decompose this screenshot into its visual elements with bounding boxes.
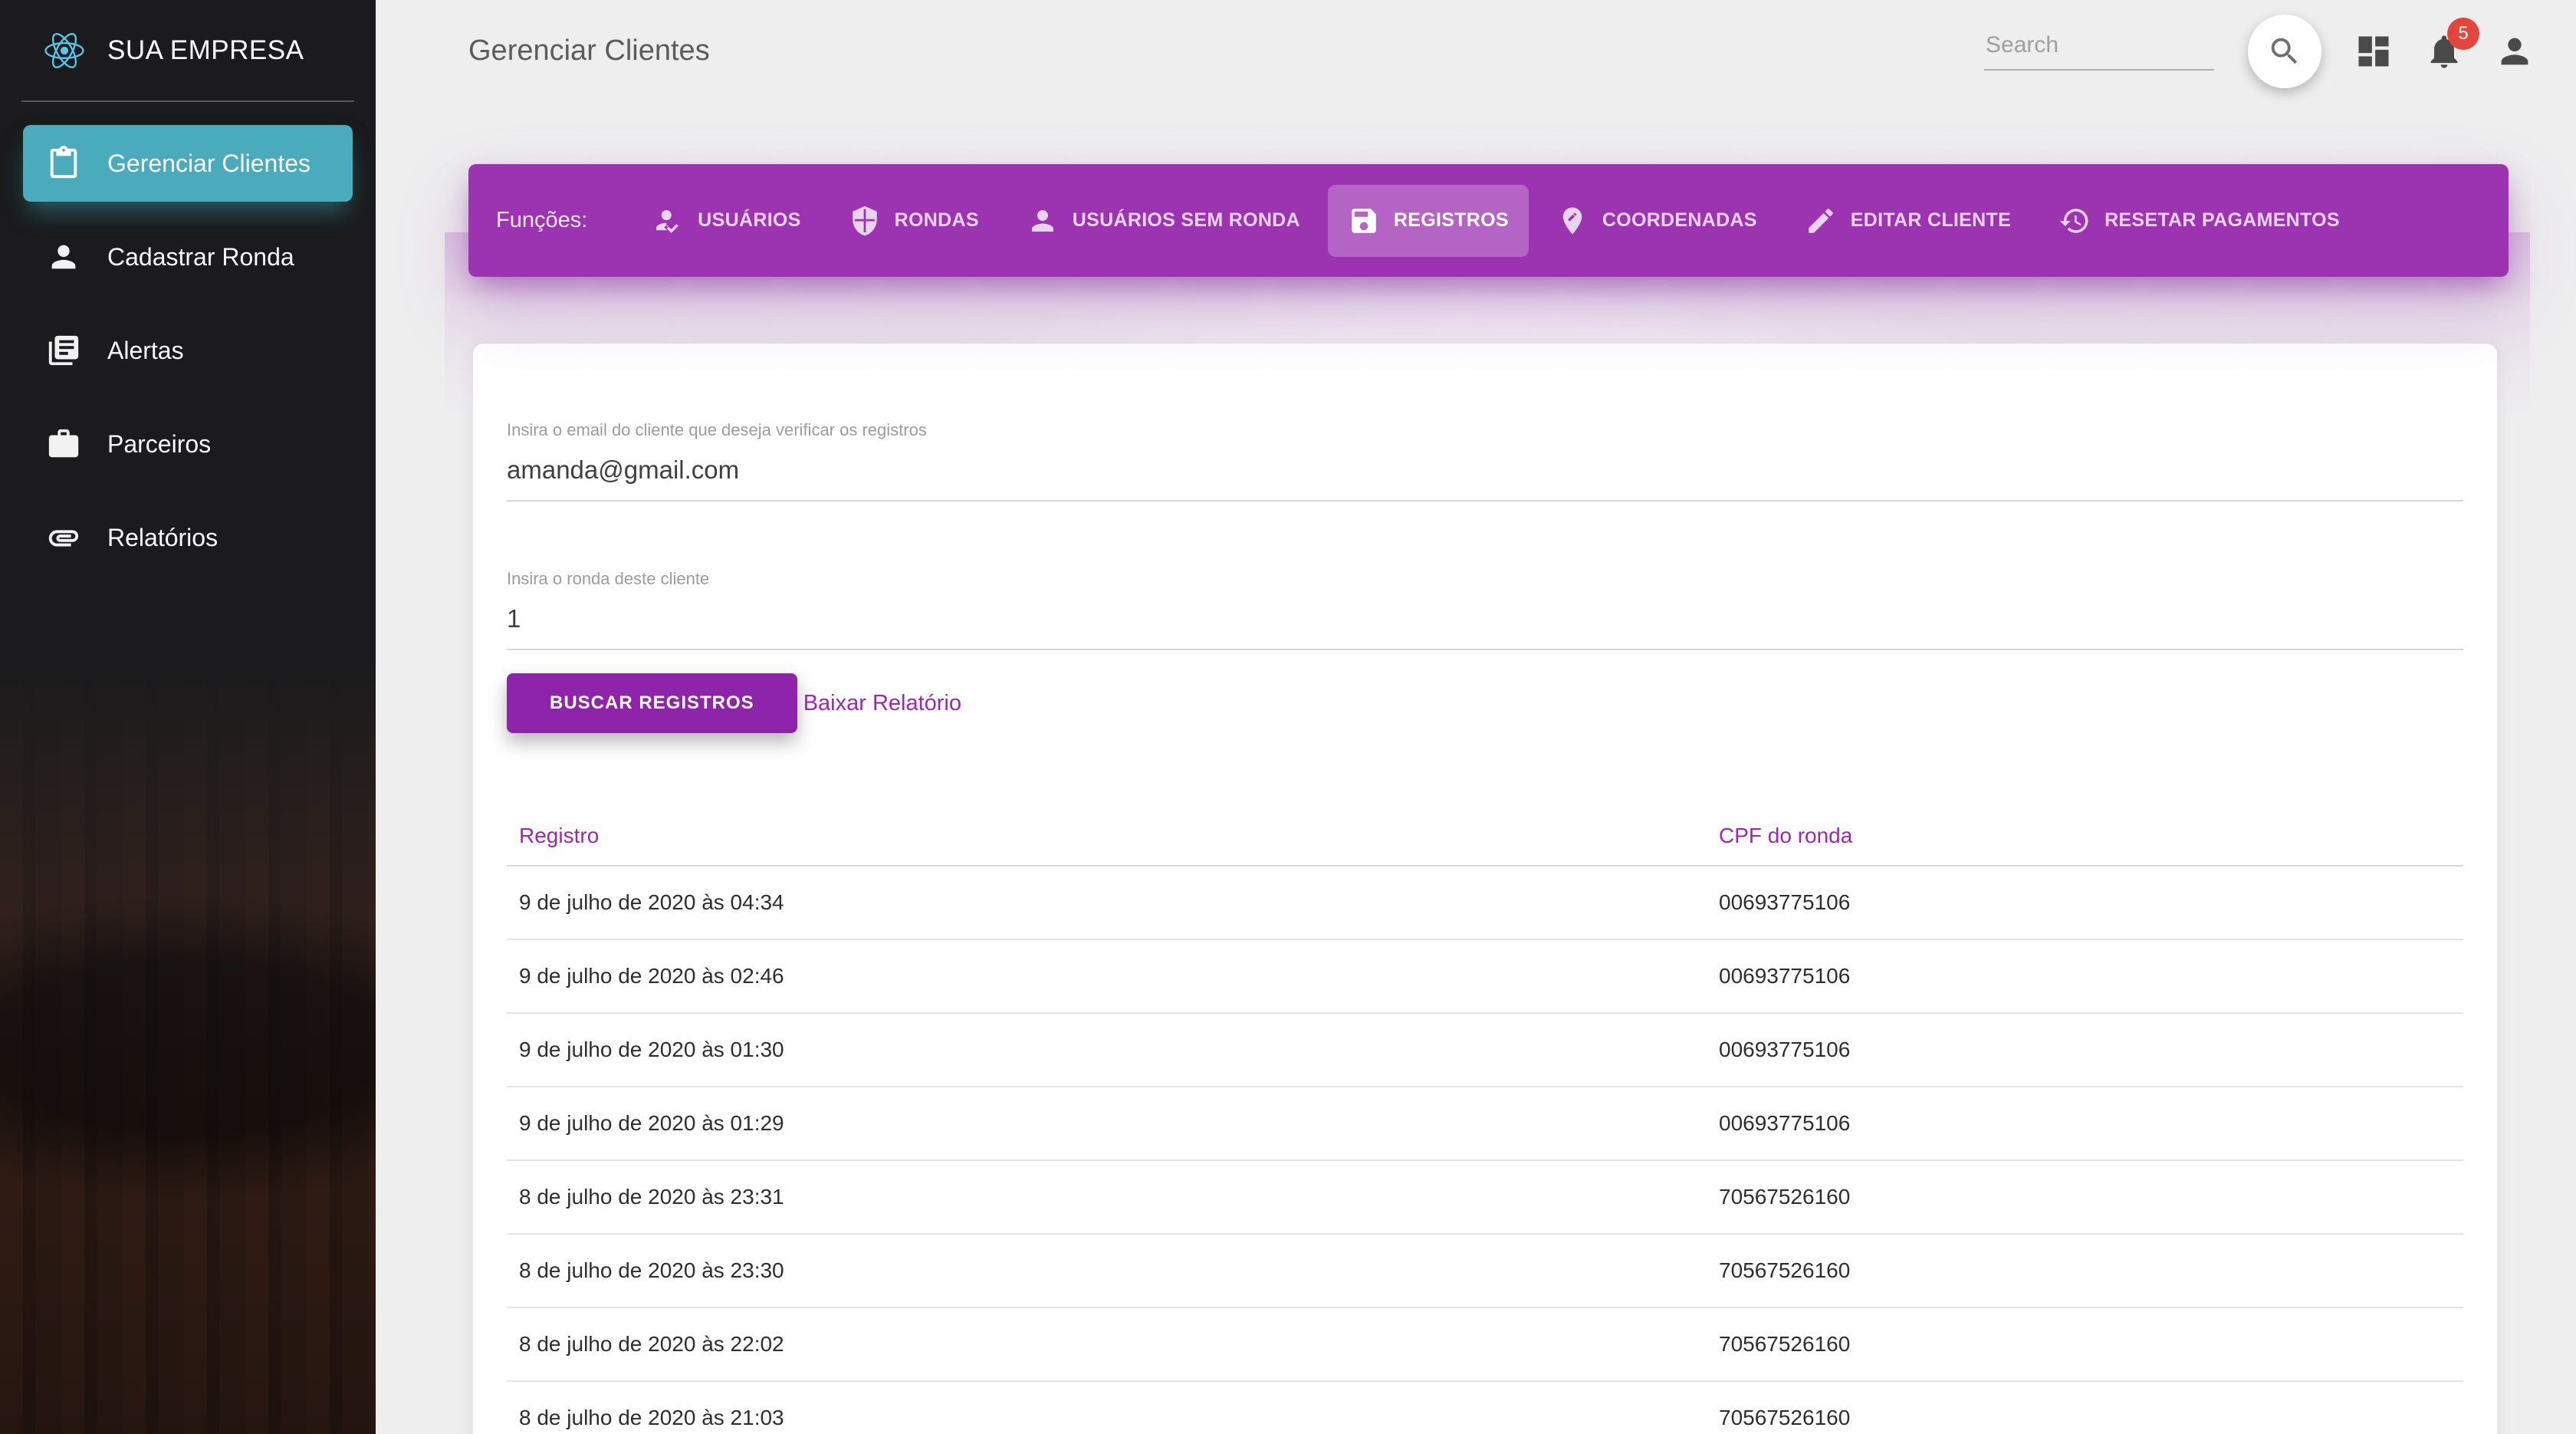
sidebar-item-label: Alertas [107, 336, 184, 364]
row-registro: 9 de julho de 2020 às 04:34 [519, 890, 784, 914]
table-row: 8 de julho de 2020 às 23:30 70567526160 [507, 1235, 2463, 1308]
tab-editar-cliente[interactable]: EDITAR CLIENTE [1785, 185, 2031, 257]
email-field[interactable] [507, 456, 2463, 502]
row-registro: 8 de julho de 2020 às 23:31 [519, 1185, 784, 1209]
row-registro: 9 de julho de 2020 às 02:46 [519, 964, 784, 988]
sidebar-menu: Gerenciar Clientes Cadastrar Ronda Alert… [0, 102, 376, 576]
tab-registros[interactable]: REGISTROS [1327, 184, 1529, 257]
apps-dashboard-icon[interactable] [2354, 31, 2394, 71]
clipboard-icon [46, 146, 81, 181]
content: Funções: USUÁRIOS RONDAS [376, 102, 2576, 1434]
sidebar-item-label: Parceiros [107, 429, 212, 458]
row-cpf: 70567526160 [1719, 1258, 1851, 1282]
table-header-registro: Registro [519, 824, 600, 847]
buscar-registros-button[interactable]: BUSCAR REGISTROS [507, 673, 797, 733]
person-icon [1031, 209, 1053, 232]
table-header-cpf: CPF do ronda [1719, 824, 1853, 847]
email-field-label: Insira o email do cliente que deseja ver… [507, 420, 927, 439]
row-registro: 8 de julho de 2020 às 22:02 [519, 1332, 784, 1356]
records-table: Registro CPF do ronda 9 de julho de 2020… [507, 824, 2463, 1434]
table-header-row: Registro CPF do ronda [507, 824, 2463, 867]
user-check-icon [656, 209, 679, 233]
sidebar-background-photo [0, 659, 376, 1434]
functions-bar: Funções: USUÁRIOS RONDAS [468, 164, 2509, 277]
row-cpf: 00693775106 [1719, 1111, 1851, 1135]
main-area: Gerenciar Clientes 5 [376, 0, 2576, 1434]
table-row: 9 de julho de 2020 às 04:34 00693775106 [507, 867, 2463, 940]
page-title: Gerenciar Clientes [468, 35, 710, 67]
sidebar-item-gerenciar-clientes[interactable]: Gerenciar Clientes [23, 125, 353, 202]
sidebar-item-alertas[interactable]: Alertas [23, 312, 353, 389]
tab-usuarios-sem-ronda[interactable]: USUÁRIOS SEM RONDA [1007, 185, 1320, 257]
row-registro: 8 de julho de 2020 às 21:03 [519, 1406, 784, 1429]
brand-divider [21, 100, 354, 102]
table-row: 9 de julho de 2020 às 02:46 00693775106 [507, 940, 2463, 1014]
baixar-relatorio-link[interactable]: Baixar Relatório [803, 690, 962, 715]
sidebar-item-cadastrar-ronda[interactable]: Cadastrar Ronda [23, 219, 353, 295]
row-cpf: 70567526160 [1719, 1332, 1851, 1356]
form-actions: BUSCAR REGISTROS Baixar Relatório [507, 673, 2463, 733]
edit-location-icon [1562, 207, 1582, 234]
row-cpf: 70567526160 [1719, 1185, 1851, 1209]
row-cpf: 00693775106 [1719, 1038, 1851, 1061]
records-card: Insira o email do cliente que deseja ver… [473, 344, 2497, 1434]
table-row: 8 de julho de 2020 às 21:03 70567526160 [507, 1382, 2463, 1434]
row-registro: 9 de julho de 2020 às 01:29 [519, 1111, 784, 1135]
sidebar: SUA EMPRESA Gerenciar Clientes Cadastrar… [0, 0, 376, 1434]
row-cpf: 00693775106 [1719, 890, 1851, 914]
search-input[interactable] [1984, 31, 2214, 71]
row-registro: 9 de julho de 2020 às 01:30 [519, 1038, 784, 1061]
topbar-actions: 5 [1984, 14, 2539, 88]
account-icon[interactable] [2495, 31, 2535, 71]
search-button[interactable] [2248, 14, 2321, 88]
shield-icon [852, 206, 877, 235]
brand: SUA EMPRESA [0, 0, 376, 100]
tab-rondas[interactable]: RONDAS [829, 185, 999, 257]
restore-icon [2059, 208, 2088, 233]
tab-coordenadas[interactable]: COORDENADAS [1536, 185, 1777, 257]
save-icon [1352, 208, 1376, 233]
table-row: 9 de julho de 2020 às 01:30 00693775106 [507, 1014, 2463, 1087]
table-row: 8 de julho de 2020 às 22:02 70567526160 [507, 1308, 2463, 1382]
search-icon [2271, 38, 2298, 64]
table-row: 9 de julho de 2020 às 01:29 00693775106 [507, 1087, 2463, 1161]
notifications-bell-icon[interactable]: 5 [2424, 17, 2479, 71]
pencil-icon [1809, 208, 1833, 233]
briefcase-icon [46, 426, 81, 462]
ronda-field[interactable] [507, 604, 2463, 650]
react-logo-icon [44, 32, 84, 68]
row-registro: 8 de julho de 2020 às 23:30 [519, 1258, 784, 1282]
records-table-body: 9 de julho de 2020 às 04:34 00693775106 … [507, 867, 2463, 1434]
table-row: 8 de julho de 2020 às 23:31 70567526160 [507, 1161, 2463, 1235]
notification-badge: 5 [2447, 17, 2479, 50]
sidebar-item-relatorios[interactable]: Relatórios [23, 499, 353, 576]
sidebar-item-label: Cadastrar Ronda [107, 242, 294, 271]
sidebar-item-label: Gerenciar Clientes [107, 149, 310, 177]
person-icon [46, 239, 81, 275]
paperclip-icon [46, 520, 81, 555]
row-cpf: 00693775106 [1719, 964, 1851, 988]
row-cpf: 70567526160 [1719, 1406, 1851, 1429]
brand-name: SUA EMPRESA [107, 35, 304, 65]
functions-label: Funções: [496, 208, 588, 232]
sidebar-item-parceiros[interactable]: Parceiros [23, 406, 353, 482]
library-books-icon [46, 333, 81, 368]
tab-resetar-pagamentos[interactable]: RESETAR PAGAMENTOS [2039, 185, 2360, 257]
ronda-field-label: Insira o ronda deste cliente [507, 569, 710, 588]
tab-usuarios[interactable]: USUÁRIOS [632, 185, 820, 257]
topbar: Gerenciar Clientes 5 [376, 0, 2576, 102]
sidebar-item-label: Relatórios [107, 523, 219, 551]
